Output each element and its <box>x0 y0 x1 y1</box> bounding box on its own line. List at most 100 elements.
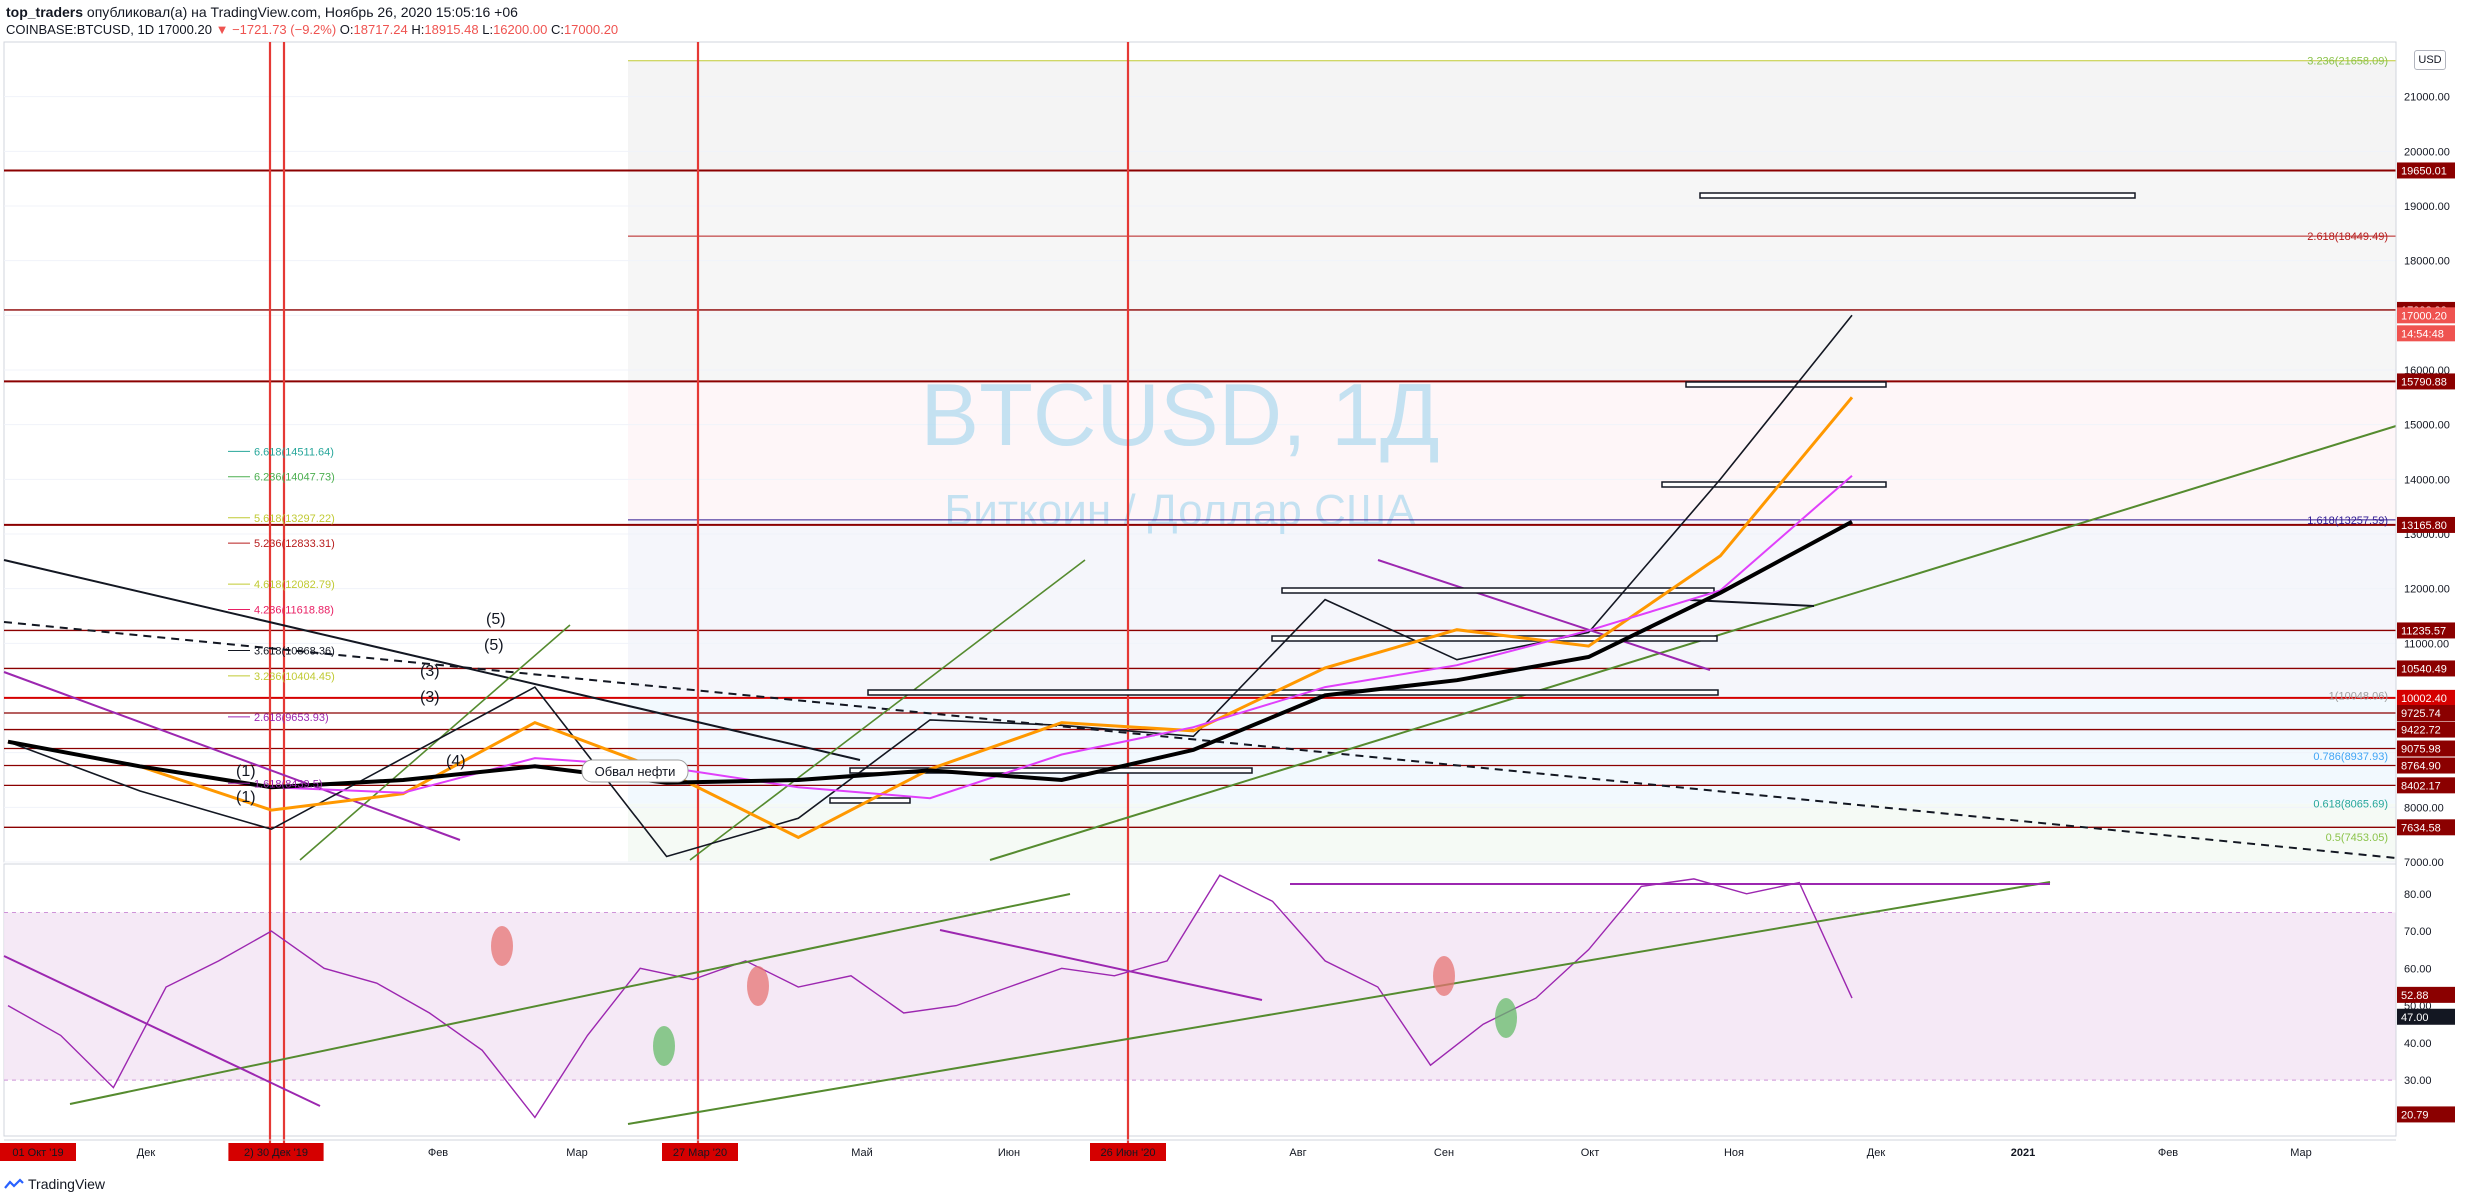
trend-line[interactable] <box>3 621 2397 859</box>
price-change: −1721.73 (−9.2%) <box>232 22 337 37</box>
price-tag <box>2397 516 2455 533</box>
price-tick-label: 7000.00 <box>2404 857 2444 869</box>
time-tick-label: Дек <box>1867 1147 1886 1159</box>
low-value: 16200.00 <box>493 22 548 37</box>
price-tag-label: 14:54:48 <box>2401 328 2444 340</box>
rsi-marker[interactable] <box>1433 956 1455 996</box>
rsi-tick-label: 60.00 <box>2404 963 2432 975</box>
trend-line[interactable] <box>1689 599 1815 607</box>
watermark-subtitle: Биткоин / Доллар США <box>944 486 1416 535</box>
high-value: 18915.48 <box>424 22 479 37</box>
currency-button[interactable]: USD <box>2414 50 2446 70</box>
rsi-tag-label: 52.88 <box>2401 990 2429 1002</box>
wave-label: (3) <box>420 689 440 706</box>
trend-line[interactable] <box>1377 559 1711 671</box>
fib-label: 6.618(14511.64) <box>254 446 334 458</box>
time-tick-label: Ноя <box>1724 1147 1744 1159</box>
time-tick-label: Май <box>851 1147 873 1159</box>
time-tag <box>0 1143 76 1161</box>
rsi-marker[interactable] <box>653 1026 675 1066</box>
price-tag <box>2397 704 2455 721</box>
price-tag-label: 15790.88 <box>2401 376 2447 388</box>
rsi-line[interactable] <box>7 874 1853 1119</box>
rsi-trend-line[interactable] <box>627 881 2051 1125</box>
fib-label: 5.236(12833.31) <box>254 538 335 550</box>
price-tag <box>2397 622 2455 639</box>
watermark-title: BTCUSD, 1Д <box>920 365 1439 464</box>
price-tick-label: 8000.00 <box>2404 802 2444 814</box>
trend-line[interactable] <box>299 624 571 861</box>
time-tick-label: Мар <box>566 1147 588 1159</box>
annotation-bubble[interactable] <box>581 759 689 783</box>
price-box[interactable] <box>1271 635 1718 642</box>
rsi-tag <box>2397 986 2455 1003</box>
price-tag <box>2397 777 2455 794</box>
rsi-tick-label: 30.00 <box>2404 1075 2432 1087</box>
price-box[interactable] <box>1685 381 1887 388</box>
wave-label: (3) <box>420 663 440 680</box>
fib-label: 0.618(8065.69) <box>2313 799 2388 811</box>
price-tag-label: 8402.17 <box>2401 780 2441 792</box>
price-tag-label: 17000.20 <box>2401 310 2447 322</box>
price-tick-label: 11000.00 <box>2404 638 2449 650</box>
fib-label: 0.786(8937.93) <box>2313 751 2388 763</box>
trend-line[interactable] <box>989 425 2397 861</box>
trend-line[interactable] <box>3 559 861 761</box>
price-tick-label: 15000.00 <box>2404 420 2450 432</box>
price-box[interactable] <box>849 767 1253 774</box>
ma-magenta[interactable] <box>7 474 1853 800</box>
time-tick-label: Мар <box>2290 1147 2312 1159</box>
price-tag-label: 10002.40 <box>2401 693 2447 705</box>
rsi-trend-line[interactable] <box>69 893 1071 1105</box>
fib-label: 2.618(9653.93) <box>254 712 329 724</box>
ma-black[interactable] <box>7 519 1853 790</box>
fib-label: 6.236(14047.73) <box>254 472 335 484</box>
wave-label: (1) <box>236 789 256 806</box>
time-tick-label: Сен <box>1434 1147 1454 1159</box>
rsi-marker[interactable] <box>1495 998 1517 1038</box>
close-value: 17000.20 <box>563 22 619 37</box>
rsi-band <box>4 912 2396 1081</box>
time-tick-label: Фев <box>2158 1147 2178 1159</box>
down-arrow-icon: ▼ <box>215 22 229 37</box>
tradingview-brand[interactable]: TradingView <box>4 1176 105 1192</box>
price-tag <box>2397 373 2455 390</box>
fib-label: 4.618(12082.79) <box>254 579 335 591</box>
price-box[interactable] <box>1281 587 1715 594</box>
author-name[interactable]: top_traders <box>6 4 84 20</box>
wave-label: (5) <box>486 611 506 628</box>
tradingview-logo-icon <box>4 1178 24 1189</box>
fib-label: 2.618(18449.49) <box>2307 231 2388 243</box>
price-tick-label: 14000.00 <box>2404 474 2450 486</box>
publish-info: top_traders опубликовал(а) на TradingVie… <box>6 4 518 20</box>
rsi-trend-line[interactable] <box>939 929 1263 1001</box>
price-tick-label: 12000.00 <box>2404 584 2450 596</box>
time-tick-label: 2) 30 Дек '19 <box>244 1147 308 1159</box>
trend-line[interactable] <box>689 559 1086 861</box>
time-tick-label: 26 Июн '20 <box>1101 1147 1156 1159</box>
price-box[interactable] <box>1661 481 1887 488</box>
rsi-trend-line[interactable] <box>3 955 321 1107</box>
wave-label: (1) <box>236 763 256 780</box>
fib-label: 5.618(13297.22) <box>254 513 335 525</box>
fib-label: 1(10048.06) <box>2329 690 2388 702</box>
time-tick-label: Фев <box>428 1147 448 1159</box>
fib-band <box>628 519 2396 696</box>
price-tag-label: 9075.98 <box>2401 744 2441 756</box>
trend-line[interactable] <box>3 671 461 841</box>
rsi-tag <box>2397 1008 2455 1025</box>
symbol-name: COINBASE:BTCUSD, 1D <box>6 22 155 37</box>
wave-label: (5) <box>484 637 504 654</box>
time-tag <box>1090 1143 1166 1161</box>
last-price: 17000.20 <box>157 22 212 37</box>
time-tag <box>228 1143 324 1161</box>
price-box[interactable] <box>1699 192 2136 199</box>
brand-text: TradingView <box>28 1176 106 1192</box>
rsi-marker[interactable] <box>747 966 769 1006</box>
price-box[interactable] <box>867 689 1719 696</box>
price-tag <box>2397 740 2455 757</box>
rsi-marker[interactable] <box>491 926 513 966</box>
price-tick-label: 21000.00 <box>2404 92 2450 104</box>
rsi-tick-label: 70.00 <box>2404 926 2432 938</box>
